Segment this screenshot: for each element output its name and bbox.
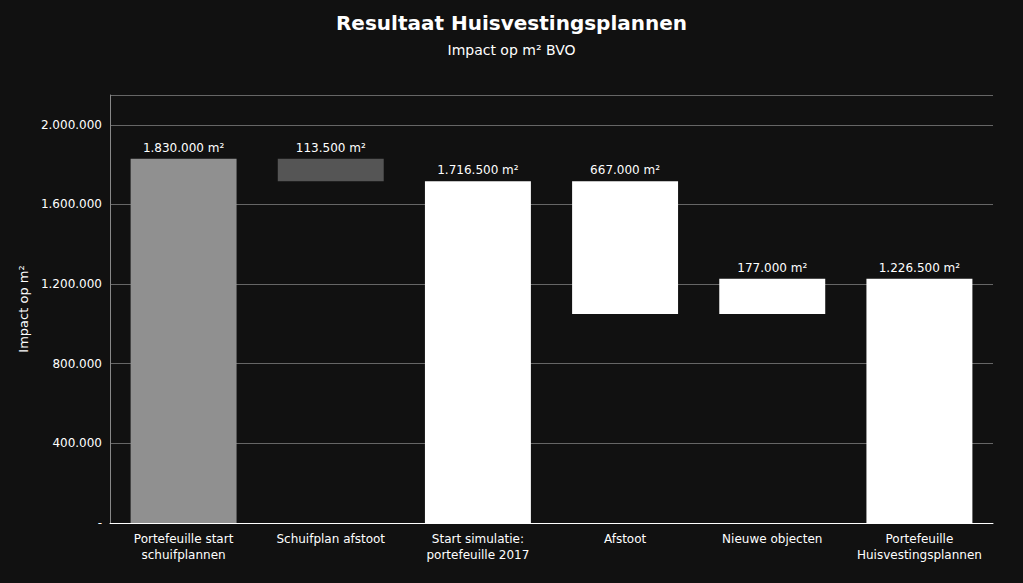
- svg-text:Start simulatie:: Start simulatie:: [432, 532, 524, 546]
- svg-text:Afstoot: Afstoot: [604, 532, 647, 546]
- svg-text:schuifplannen: schuifplannen: [142, 548, 226, 562]
- svg-text:1.716.500 m²: 1.716.500 m²: [437, 163, 519, 177]
- svg-text:1.200.000: 1.200.000: [41, 277, 102, 291]
- svg-text:1.600.000: 1.600.000: [41, 197, 102, 211]
- svg-text:667.000 m²: 667.000 m²: [590, 163, 660, 177]
- svg-text:400.000: 400.000: [52, 436, 102, 450]
- svg-text:Schuifplan afstoot: Schuifplan afstoot: [276, 532, 385, 546]
- svg-text:portefeuille 2017: portefeuille 2017: [426, 548, 529, 562]
- svg-text:1.830.000 m²: 1.830.000 m²: [143, 141, 225, 155]
- svg-text:Portefeuille: Portefeuille: [886, 532, 954, 546]
- svg-text:-: -: [98, 516, 102, 530]
- svg-text:Huisvestingsplannen: Huisvestingsplannen: [857, 548, 982, 562]
- svg-text:113.500 m²: 113.500 m²: [296, 141, 366, 155]
- svg-text:Nieuwe objecten: Nieuwe objecten: [722, 532, 822, 546]
- svg-text:Portefeuille start: Portefeuille start: [134, 532, 234, 546]
- svg-text:1.226.500 m²: 1.226.500 m²: [879, 261, 961, 275]
- svg-text:Resultaat Huisvestingsplannen: Resultaat Huisvestingsplannen: [336, 11, 687, 35]
- svg-text:2.000.000: 2.000.000: [41, 118, 102, 132]
- svg-text:Impact op m² BVO: Impact op m² BVO: [448, 42, 576, 58]
- svg-text:Impact op m²: Impact op m²: [16, 265, 31, 352]
- svg-text:800.000: 800.000: [52, 357, 102, 371]
- svg-text:177.000 m²: 177.000 m²: [737, 261, 807, 275]
